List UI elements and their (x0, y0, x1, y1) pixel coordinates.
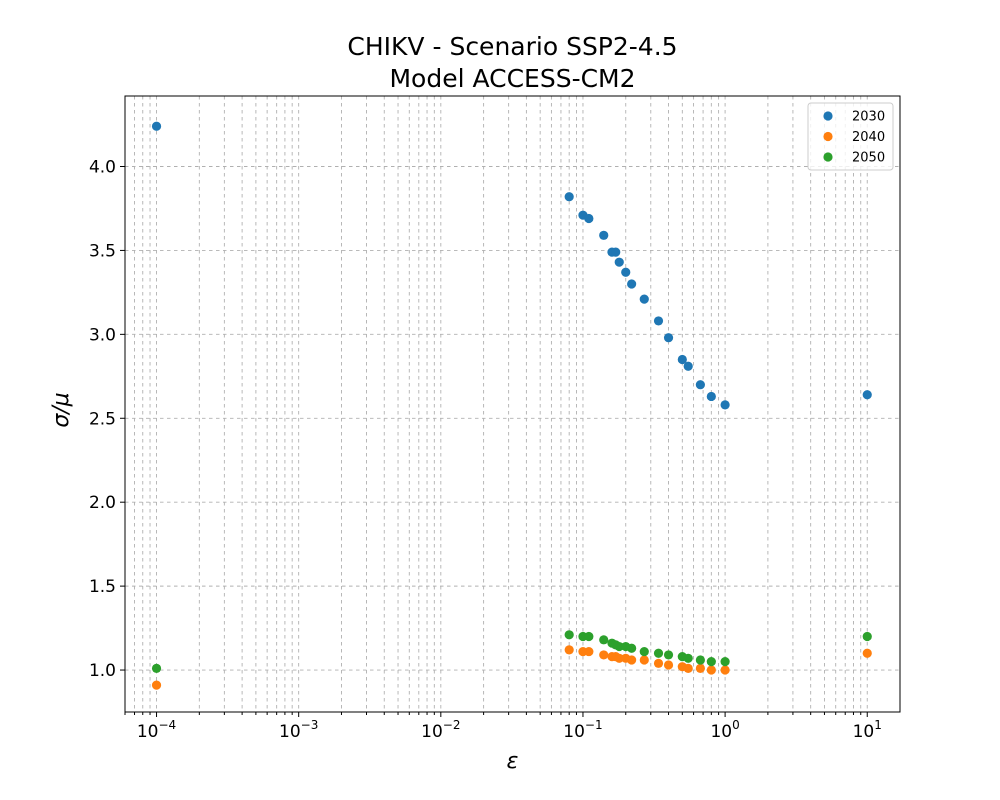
data-point-2040 (695, 663, 705, 673)
data-point-2030 (584, 213, 594, 224)
x-axis-label: ε (507, 749, 519, 774)
y-tick-label: 2.5 (89, 409, 116, 429)
legend: 2030 2040 2050 (807, 102, 894, 171)
data-point-2040 (706, 665, 716, 675)
data-point-2040 (663, 660, 674, 670)
legend-marker-2030 (823, 111, 833, 121)
data-point-2030 (151, 121, 162, 131)
data-points (151, 121, 872, 690)
y-tick-label: 1.0 (89, 661, 116, 681)
data-point-2030 (621, 267, 631, 277)
data-point-2040 (639, 655, 649, 665)
data-point-2030 (599, 230, 609, 240)
data-point-2040 (627, 655, 637, 665)
x-tick-base: 10 (853, 722, 875, 742)
data-point-2050 (683, 653, 693, 663)
x-tick-base: 10 (563, 722, 585, 742)
data-point-2050 (599, 635, 609, 645)
data-point-2030 (683, 361, 693, 371)
data-point-2040 (653, 658, 664, 668)
x-tick-label: 100 (710, 718, 739, 742)
y-tick-label: 2.0 (89, 493, 116, 513)
data-point-2050 (584, 631, 594, 642)
legend-marker-2050 (823, 152, 833, 162)
data-point-2030 (706, 391, 716, 402)
axis-ticks: 10−4 10−3 10−2 10−1 100 1011.01.52.02.53.03.5… (89, 157, 882, 742)
data-point-2050 (862, 631, 872, 642)
data-point-2050 (151, 663, 162, 673)
data-point-2040 (614, 653, 624, 663)
legend-label-2050: 2050 (852, 151, 885, 166)
x-tick-exponent: 1 (874, 718, 882, 732)
data-point-2040 (564, 645, 574, 655)
data-point-2030 (639, 294, 649, 304)
plot-frame (124, 95, 901, 713)
x-tick-label: 10−3 (279, 718, 318, 742)
data-point-2030 (663, 333, 674, 343)
data-point-2030 (611, 247, 621, 257)
data-point-2030 (677, 354, 687, 365)
data-point-2040 (862, 648, 872, 658)
data-point-2040 (720, 665, 730, 675)
chart-title-line-1: CHIKV - Scenario SSP2-4.5 (347, 32, 677, 61)
data-point-2050 (720, 657, 730, 667)
x-tick-exponent: −4 (159, 718, 177, 732)
x-tick-label: 10−2 (421, 718, 460, 742)
data-point-2040 (599, 650, 609, 660)
x-tick-base: 10 (137, 722, 159, 742)
x-tick-base: 10 (421, 722, 443, 742)
data-point-2040 (584, 646, 594, 657)
data-point-2050 (653, 648, 664, 658)
y-tick-label: 1.5 (89, 577, 116, 597)
data-point-2030 (653, 316, 664, 326)
x-tick-exponent: −1 (585, 718, 603, 732)
legend-label-2040: 2040 (852, 130, 885, 145)
y-tick-label: 4.0 (89, 157, 116, 177)
legend-label-2030: 2030 (852, 110, 885, 125)
data-point-2050 (564, 630, 574, 640)
x-tick-base: 10 (279, 722, 301, 742)
x-tick-label: 101 (853, 718, 882, 742)
data-point-2050 (663, 650, 674, 660)
x-tick-exponent: −3 (301, 718, 319, 732)
data-point-2030 (862, 390, 872, 400)
data-point-2030 (627, 279, 637, 289)
data-point-2030 (614, 257, 624, 267)
data-point-2030 (564, 192, 574, 202)
x-tick-exponent: −2 (443, 718, 461, 732)
data-point-2030 (695, 380, 705, 390)
data-point-2050 (614, 641, 624, 652)
y-tick-label: 3.0 (89, 325, 116, 345)
x-tick-label: 10−1 (563, 718, 602, 742)
y-axis-label: σ/μ (49, 392, 74, 427)
x-tick-label: 10−4 (137, 718, 176, 742)
data-point-2050 (706, 657, 716, 667)
data-point-2040 (683, 663, 693, 673)
legend-marker-2040 (823, 131, 833, 142)
chart-title-line-2: Model ACCESS-CM2 (389, 64, 635, 93)
y-tick-label: 3.5 (89, 241, 116, 261)
grid (124, 96, 900, 712)
data-point-2050 (627, 643, 637, 653)
data-point-2050 (695, 655, 705, 665)
x-tick-base: 10 (710, 722, 732, 742)
data-point-2040 (151, 680, 162, 690)
data-point-2030 (720, 400, 730, 410)
x-tick-exponent: 0 (732, 718, 740, 732)
data-point-2050 (639, 646, 649, 657)
